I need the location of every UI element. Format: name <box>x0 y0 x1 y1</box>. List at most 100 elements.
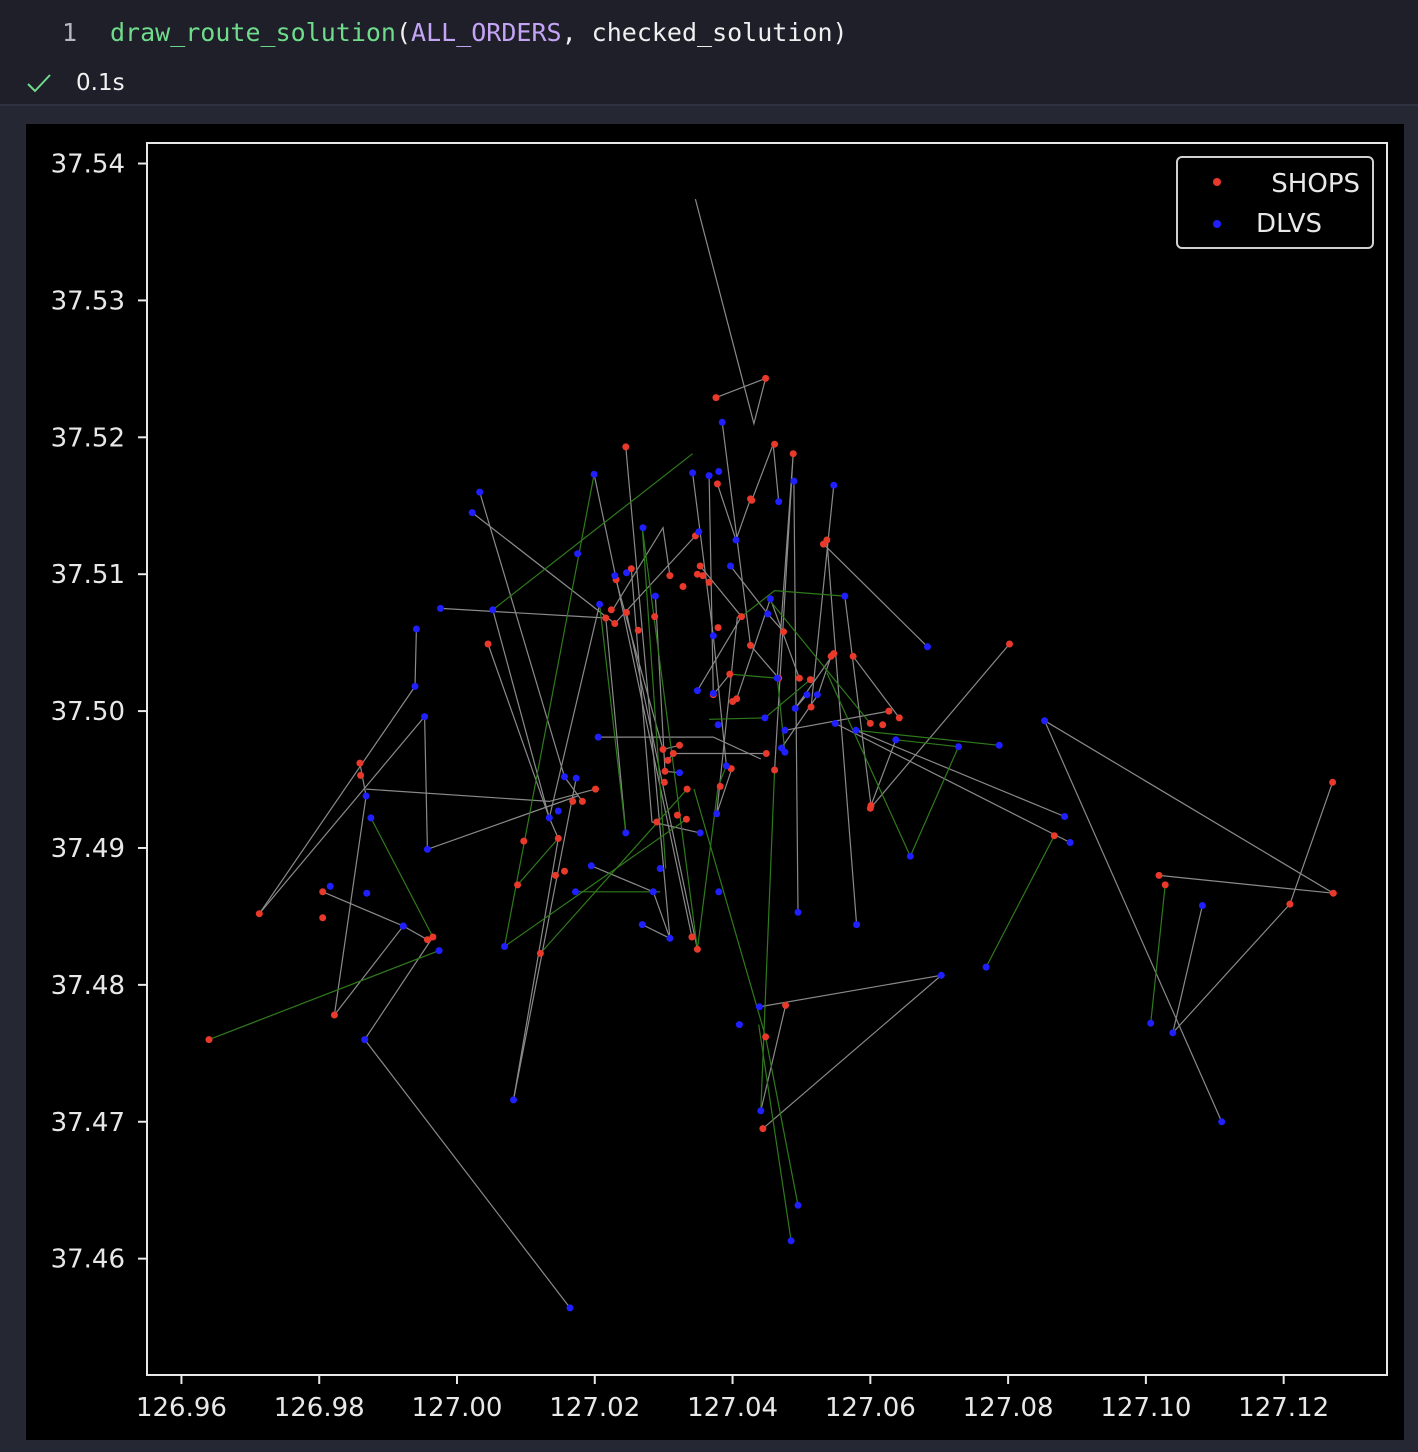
shops-point-65 <box>771 440 779 448</box>
shops-point-80 <box>866 719 874 727</box>
route-line-75 <box>1150 884 1166 1024</box>
shops-point-27 <box>653 818 661 826</box>
line-number: 1 <box>62 18 78 47</box>
dlvs-point-6 <box>411 682 419 690</box>
x-tick-label-3: 127.02 <box>549 1393 640 1423</box>
route-line-70 <box>767 598 871 724</box>
route-line-39 <box>721 422 780 679</box>
route-line-37 <box>708 475 731 697</box>
y-tick-label-4: 37.50 <box>51 697 125 727</box>
shops-point-67 <box>780 628 787 636</box>
x-tick-label-7: 127.10 <box>1100 1393 1191 1423</box>
shops-point-86 <box>1155 871 1163 879</box>
dlvs-point-26 <box>594 733 602 741</box>
route-line-11 <box>479 491 583 802</box>
dlvs-point-9 <box>423 845 431 853</box>
code-line[interactable]: draw_route_solution(ALL_ORDERS, checked_… <box>110 18 848 47</box>
route-line-55 <box>370 817 434 938</box>
dlvs-point-71 <box>830 481 838 489</box>
shops-point-9 <box>484 640 492 648</box>
shops-point-81 <box>879 721 887 729</box>
shops-point-76 <box>830 650 838 658</box>
shops-point-37 <box>679 583 687 590</box>
dlvs-point-82 <box>995 741 1003 749</box>
shops-point-10 <box>514 881 522 889</box>
shops-point-85 <box>1050 832 1058 840</box>
route-line-56 <box>503 474 595 947</box>
dlvs-point-50 <box>722 762 730 770</box>
dlvs-point-42 <box>705 472 713 480</box>
shops-point-48 <box>712 394 720 402</box>
shops-point-15 <box>561 867 568 875</box>
shops-point-63 <box>762 750 770 757</box>
shops-point-6 <box>357 771 365 779</box>
shops-point-34 <box>669 750 677 757</box>
dlvs-point-35 <box>656 865 664 872</box>
y-tick-label-1: 37.47 <box>51 1108 125 1138</box>
y-tick-label-5: 37.51 <box>51 560 125 590</box>
shops-point-7 <box>423 936 431 944</box>
dlvs-point-29 <box>622 829 630 837</box>
shops-point-8 <box>429 933 437 941</box>
shops-point-68 <box>782 1001 790 1009</box>
route-line-29 <box>834 722 1071 844</box>
shops-point-52 <box>726 670 734 678</box>
shops-point-0 <box>205 1036 213 1044</box>
shops-point-18 <box>592 785 599 793</box>
x-tick-label-0: 126.96 <box>136 1393 227 1423</box>
route-line-77 <box>641 527 667 869</box>
dlvs-point-1 <box>362 792 370 800</box>
dlvs-point-44 <box>709 689 717 697</box>
dlvs-point-40 <box>693 687 701 695</box>
route-line-31 <box>1044 720 1334 894</box>
dlvs-point-51 <box>727 562 734 570</box>
dlvs-point-79 <box>937 971 945 979</box>
route-line-32 <box>1044 720 1223 1123</box>
shops-point-33 <box>666 572 674 580</box>
dlvs-point-66 <box>791 704 799 712</box>
shops-point-87 <box>1161 881 1169 889</box>
shops-point-35 <box>673 811 681 819</box>
dlvs-point-11 <box>437 604 444 612</box>
route-line-8 <box>366 788 596 803</box>
x-tick-label-4: 127.04 <box>687 1393 778 1423</box>
shops-point-39 <box>682 815 690 823</box>
dlvs-point-48 <box>715 888 723 896</box>
route-line-18 <box>630 568 701 834</box>
route-line-60 <box>517 838 559 886</box>
route-line-6 <box>364 1039 571 1309</box>
x-axis: 126.96 126.98 127.00 127.02 127.04 127.06 127.… <box>136 1375 1329 1423</box>
shops-point-50 <box>714 624 722 632</box>
route-line-74 <box>985 835 1055 968</box>
dlvs-point-67 <box>794 1201 802 1209</box>
dlvs-point-78 <box>924 643 931 651</box>
route-line-48 <box>612 525 671 611</box>
dlvs-point-63 <box>781 748 789 756</box>
dlvs-point-14 <box>489 606 497 614</box>
code-arg-all-orders: ALL_ORDERS <box>411 18 562 47</box>
dlvs-point-52 <box>732 536 740 544</box>
shops-point-51 <box>716 782 724 790</box>
dlvs-point-76 <box>892 736 900 744</box>
dlvs-point-5 <box>399 922 407 930</box>
shops-point-46 <box>705 578 713 586</box>
route-line-9 <box>440 607 627 833</box>
dlvs-point-37 <box>676 769 683 777</box>
dlvs-point-12 <box>468 509 476 517</box>
shops-point-64 <box>771 766 779 774</box>
dlvs-point-2 <box>363 889 371 897</box>
dlvs-point-55 <box>757 1107 765 1115</box>
code-cell[interactable]: 1 draw_route_solution(ALL_ORDERS, checke… <box>0 0 1418 64</box>
route-line-76 <box>709 679 811 720</box>
route-line-14 <box>512 778 577 1101</box>
dlvs-point-65 <box>790 477 798 485</box>
route-line-7 <box>333 925 404 1016</box>
route-line-73 <box>895 739 960 857</box>
route-line-53 <box>781 656 832 749</box>
dlvs-point-84 <box>1061 813 1069 820</box>
route-line-52 <box>852 655 900 719</box>
plot-axes-frame <box>146 142 1388 1376</box>
y-tick-label-7: 37.53 <box>51 286 125 316</box>
y-tick-label-2: 37.48 <box>51 971 125 1001</box>
code-function-name: draw_route_solution <box>110 18 396 47</box>
